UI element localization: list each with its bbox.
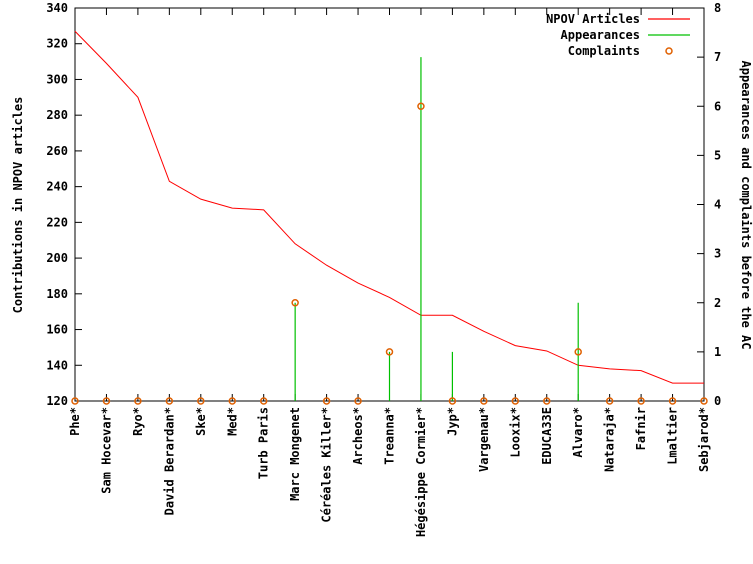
x-tick-label: EDUCA33E — [540, 407, 554, 465]
legend: NPOV Articles Appearances Complaints — [546, 12, 690, 58]
y-tick-label: 260 — [46, 144, 68, 158]
complaint-point — [354, 397, 362, 405]
x-tick-label: Phe* — [68, 407, 82, 436]
x-tick-label: Alvaro* — [571, 407, 585, 458]
y2-tick-label: 4 — [714, 198, 721, 212]
x-tick-label: Nataraja* — [603, 407, 617, 472]
y-tick-label: 320 — [46, 37, 68, 51]
x-tick-label: Archeos* — [351, 407, 365, 465]
complaint-point — [228, 397, 236, 405]
complaint-point — [291, 299, 299, 307]
complaint-point — [668, 397, 677, 405]
complaint-point — [165, 397, 174, 405]
axes-layer: 120 140 160 180 200 220 240 260 280 300 320 340 0 1 2 3… — [46, 1, 721, 537]
legend-label: Appearances — [561, 28, 640, 42]
y2-tick-label: 5 — [714, 148, 721, 162]
x-tick-label: David Berardan* — [162, 407, 176, 515]
y2-axis-label: Appearances and complaints before the AC — [739, 61, 753, 350]
x-tick-label: Sam Hocevar* — [99, 407, 113, 494]
y-tick-label: 340 — [46, 1, 68, 15]
y2-tick-label: 0 — [714, 394, 721, 408]
x-tick-label: Sebjarod* — [697, 407, 711, 472]
complaint-point — [448, 397, 457, 405]
x-tick-label: Turb Paris — [257, 407, 271, 479]
y-tick-label: 120 — [46, 394, 68, 408]
y2-tick-label: 8 — [714, 1, 721, 15]
y2-tick-label: 7 — [714, 50, 721, 64]
plot-border — [74, 7, 705, 402]
complaint-point — [102, 397, 111, 405]
complaint-point — [385, 348, 394, 356]
legend-swatch — [665, 47, 673, 55]
x-tick-label: Vargenau* — [477, 407, 491, 472]
x-tick-label: Treanna* — [383, 407, 397, 465]
y2-tick-label: 2 — [714, 296, 721, 310]
x-tick-label: Ryo* — [131, 407, 145, 436]
legend-label: NPOV Articles — [546, 12, 640, 26]
data-layer — [71, 30, 708, 405]
y-axis-label: Contributions in NPOV articles — [11, 97, 25, 314]
complaint-point — [259, 397, 268, 405]
complaint-point — [134, 397, 142, 405]
y2-tick-label: 6 — [714, 99, 721, 113]
complaint-point — [574, 348, 582, 356]
y-tick-label: 240 — [46, 180, 68, 194]
x-tick-label: Lmaltier — [666, 407, 680, 465]
y2-tick-label: 3 — [714, 247, 721, 261]
y-tick-label: 180 — [46, 287, 68, 301]
y-tick-label: 200 — [46, 251, 68, 265]
y-tick-label: 140 — [46, 358, 68, 372]
complaint-point — [417, 102, 425, 110]
y2-tick-label: 1 — [714, 345, 721, 359]
complaint-point — [605, 397, 614, 405]
complaint-point — [700, 397, 708, 405]
x-tick-label: Fafnir — [634, 407, 648, 450]
complaint-point — [197, 397, 205, 405]
x-tick-label: Marc Mongenet — [288, 407, 302, 501]
complaint-point — [71, 397, 79, 405]
x-tick-label: Ske* — [194, 407, 208, 436]
complaint-point — [543, 397, 551, 405]
complaint-point — [480, 397, 488, 405]
y-tick-label: 220 — [46, 215, 68, 229]
series-line-npov-articles — [74, 30, 704, 384]
legend-label: Complaints — [568, 44, 640, 58]
complaint-point — [637, 397, 645, 405]
complaint-point — [322, 397, 331, 405]
y-tick-label: 280 — [46, 108, 68, 122]
x-tick-label: Looxix* — [508, 407, 522, 458]
y-tick-label: 160 — [46, 323, 68, 337]
x-tick-label: Jyp* — [445, 407, 459, 436]
y-tick-label: 300 — [46, 72, 68, 86]
complaint-point — [511, 397, 520, 405]
x-tick-label: Céréales Killer* — [320, 407, 334, 523]
x-tick-label: Hégésippe Cormier* — [414, 407, 428, 537]
x-tick-label: Med* — [225, 407, 239, 436]
